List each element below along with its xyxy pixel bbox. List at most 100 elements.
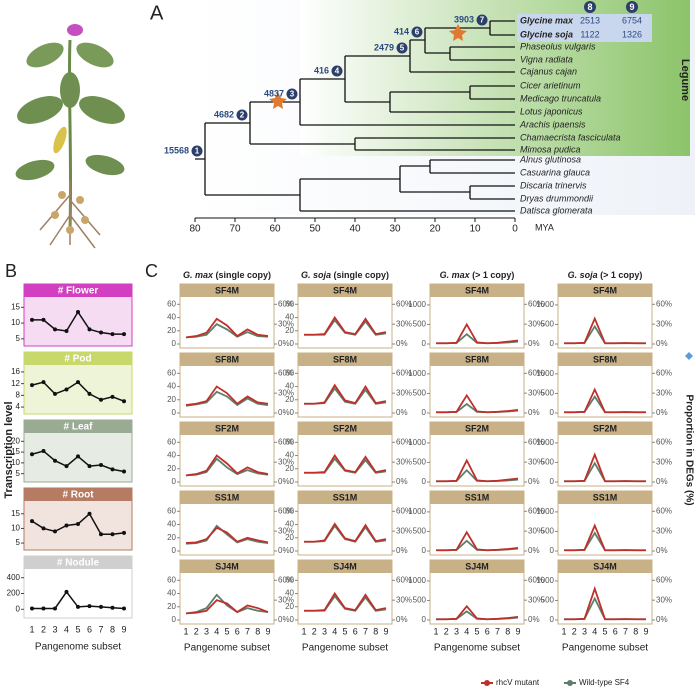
axis-title: MYA	[535, 222, 554, 232]
plot-title: SF4M	[333, 285, 357, 295]
point	[64, 387, 69, 392]
taxon: Dryas drummondii	[520, 193, 594, 203]
y-tick-label: 60	[285, 299, 294, 308]
y-tick-label: 60	[285, 368, 294, 377]
point	[41, 526, 46, 531]
plot-header	[558, 422, 652, 435]
point	[122, 399, 126, 404]
y-tick-label: 10	[11, 458, 20, 467]
y-tick-label: 500	[541, 596, 555, 605]
y-tick-label: 0	[172, 408, 177, 417]
y-tick-label: 40	[285, 451, 294, 460]
y2-tick-label: 60%	[278, 575, 294, 584]
y-tick-label: 40	[285, 520, 294, 529]
y2-tick-label: 30%	[278, 526, 294, 535]
point	[122, 606, 126, 611]
y-tick-label: 40	[285, 589, 294, 598]
taxon: Discaria trinervis	[520, 180, 587, 190]
point	[53, 327, 57, 332]
y2-tick-label: 30%	[278, 388, 294, 397]
y2-tick-label: 0%	[396, 408, 408, 417]
y-tick-label: 5	[16, 334, 21, 343]
point	[122, 469, 126, 474]
x-tick-label: 8	[373, 626, 378, 636]
species: G. soja	[568, 270, 598, 280]
taxon: Mimosa pudica	[520, 144, 581, 154]
y-tick-label: 20	[285, 533, 294, 542]
y-tick-label: 500	[541, 320, 555, 329]
y-tick-label: 200	[7, 589, 21, 598]
y2-tick-label: 30%	[396, 526, 412, 535]
y-tick-label: 500	[541, 458, 555, 467]
node-id: 6	[415, 28, 420, 37]
point	[64, 523, 69, 528]
y-tick-label: 10	[11, 318, 20, 327]
column-title: G. soja (> 1 copy)	[568, 270, 643, 280]
plot-header	[180, 422, 274, 435]
y-tick-label: 500	[413, 596, 427, 605]
y2-tick-label: 0%	[656, 339, 668, 348]
x-tick-label: 9	[643, 626, 648, 636]
y2-tick-label: 60%	[396, 437, 412, 446]
plot-header	[558, 491, 652, 504]
panel-label: B	[5, 261, 17, 281]
point	[64, 328, 69, 333]
y-tick-label: 1000	[536, 369, 554, 378]
plot-title: # Nodule	[57, 558, 100, 569]
mutant-line	[564, 523, 646, 552]
y2-tick-label: 30%	[528, 388, 544, 397]
x-tick-label: 7	[623, 626, 628, 636]
x-tick-label: 20	[429, 224, 441, 235]
plot-title: SS1M	[333, 492, 358, 502]
y-tick-label: 0	[290, 408, 295, 417]
x-tick-label: 8	[633, 626, 638, 636]
x-tick-label: 6	[87, 624, 92, 634]
y-tick-label: 4	[16, 402, 21, 411]
point	[76, 454, 80, 459]
mutant-line	[304, 315, 387, 336]
panel-label: C	[145, 261, 158, 281]
y2-tick-label: 0%	[396, 477, 408, 486]
y2-tick-label: 30%	[528, 595, 544, 604]
point	[110, 605, 115, 610]
y-tick-label: 0	[422, 408, 427, 417]
point	[41, 380, 46, 385]
y-tick-label: 20	[167, 533, 176, 542]
plot-header	[298, 560, 392, 573]
x-tick-label: 3	[204, 626, 209, 636]
x-tick-label: 2	[194, 626, 199, 636]
y2-tick-label: 60%	[528, 368, 544, 377]
y2-tick-label: 60%	[656, 368, 672, 377]
y-tick-label: 40	[167, 382, 176, 391]
y-tick-label: 40	[285, 382, 294, 391]
point	[53, 606, 57, 611]
plot-title: SS1M	[593, 492, 618, 502]
plot-header	[298, 284, 392, 297]
taxon: Cicer arietinum	[520, 80, 581, 90]
y2-tick-label: 0%	[278, 408, 290, 417]
plot-title: SF8M	[333, 354, 357, 364]
column-badge	[626, 1, 638, 13]
x-tick-label: 4	[64, 624, 69, 634]
node-count: 414	[394, 26, 409, 36]
y2-tick-label: 0%	[396, 339, 408, 348]
y-tick-label: 0	[422, 477, 427, 486]
x-tick-label: 50	[309, 224, 321, 235]
x-tick-label: 10	[469, 224, 481, 235]
x-axis-title: Pangenome subset	[434, 643, 520, 654]
point	[30, 452, 34, 457]
plot-title: SJ4M	[465, 561, 489, 571]
plot-title: SF8M	[593, 354, 617, 364]
point	[76, 380, 80, 385]
plot-header	[430, 560, 524, 573]
x-axis-title: Pangenome subset	[35, 642, 121, 653]
x-tick-label: 7	[495, 626, 500, 636]
y2-tick-label: 60%	[528, 299, 544, 308]
point	[41, 449, 46, 454]
y-tick-label: 1000	[408, 438, 426, 447]
copy-type: (single copy)	[216, 270, 272, 280]
y-tick-label: 1000	[408, 300, 426, 309]
y-tick-label: 0	[550, 408, 555, 417]
mutant-line	[564, 387, 646, 414]
